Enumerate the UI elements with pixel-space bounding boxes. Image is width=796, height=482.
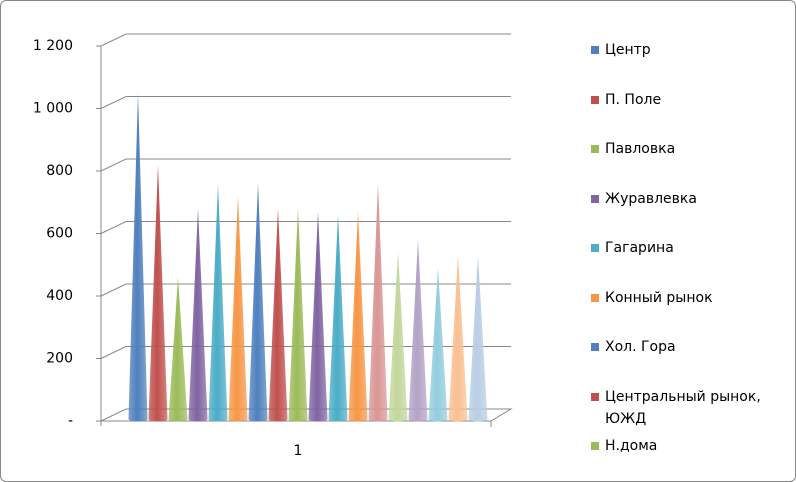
legend-swatch bbox=[591, 442, 599, 450]
legend-swatch bbox=[591, 46, 599, 54]
cone bbox=[128, 92, 148, 422]
legend-label: Н.дома bbox=[605, 438, 658, 454]
cone bbox=[228, 196, 248, 422]
cone bbox=[328, 214, 348, 422]
cone bbox=[148, 164, 168, 422]
legend-entry: Конный рынок bbox=[591, 287, 791, 309]
legend-label: П. Поле bbox=[605, 91, 662, 108]
cone bbox=[248, 183, 268, 422]
legend-entry: Гагарина bbox=[591, 237, 791, 259]
legend-swatch bbox=[591, 343, 599, 351]
cone bbox=[368, 183, 388, 422]
y-tick-label: - bbox=[68, 413, 73, 429]
cone bbox=[268, 208, 288, 422]
legend-label: Хол. Гора bbox=[605, 339, 676, 355]
cone bbox=[168, 277, 188, 422]
cone bbox=[468, 255, 488, 422]
cone bbox=[408, 239, 428, 422]
grid-line bbox=[100, 283, 511, 297]
y-tick-label: 1 000 bbox=[33, 101, 73, 117]
x-tick-label: 1 bbox=[294, 443, 303, 459]
y-tick-label: 600 bbox=[46, 226, 73, 242]
legend-swatch bbox=[591, 293, 599, 302]
y-tick-label: 400 bbox=[46, 288, 73, 304]
cone bbox=[208, 183, 228, 422]
cone bbox=[448, 255, 468, 422]
cone bbox=[388, 252, 408, 422]
legend-entry: Хол. Гора bbox=[591, 336, 791, 358]
grid-line bbox=[100, 96, 511, 109]
legend-label: Журавлевка bbox=[605, 190, 697, 207]
y-tick-label: 200 bbox=[46, 351, 73, 367]
legend-label: Гагарина bbox=[605, 240, 674, 256]
legend-swatch bbox=[591, 244, 599, 252]
legend-entry: Павловка bbox=[591, 138, 791, 160]
legend-swatch bbox=[591, 145, 599, 153]
legend-swatch bbox=[591, 194, 599, 203]
legend-entry: Н.дома bbox=[591, 435, 791, 457]
legend-swatch bbox=[591, 95, 599, 104]
legend-label: Павловка bbox=[605, 141, 676, 157]
legend-label: Центральный рынок, ЮЖД bbox=[605, 388, 761, 427]
legend-label: Конный рынок bbox=[605, 289, 713, 306]
y-tick-label: 1 200 bbox=[33, 38, 73, 54]
legend-entry: Центр bbox=[591, 39, 791, 61]
y-tick-label: 800 bbox=[46, 163, 73, 179]
cone bbox=[288, 208, 308, 422]
legend-entry: П. Поле bbox=[591, 89, 791, 111]
grid-line bbox=[100, 158, 511, 172]
grid-line bbox=[100, 221, 511, 234]
grid-line bbox=[100, 33, 511, 47]
cone bbox=[308, 211, 328, 422]
legend-swatch bbox=[591, 392, 599, 401]
cone bbox=[348, 211, 368, 422]
cone bbox=[188, 208, 208, 422]
legend-label: Центр bbox=[605, 42, 651, 58]
legend-entry: Журавлевка bbox=[591, 188, 791, 210]
cone bbox=[428, 267, 448, 422]
legend-entry: Центральный рынок, ЮЖД bbox=[591, 386, 791, 430]
